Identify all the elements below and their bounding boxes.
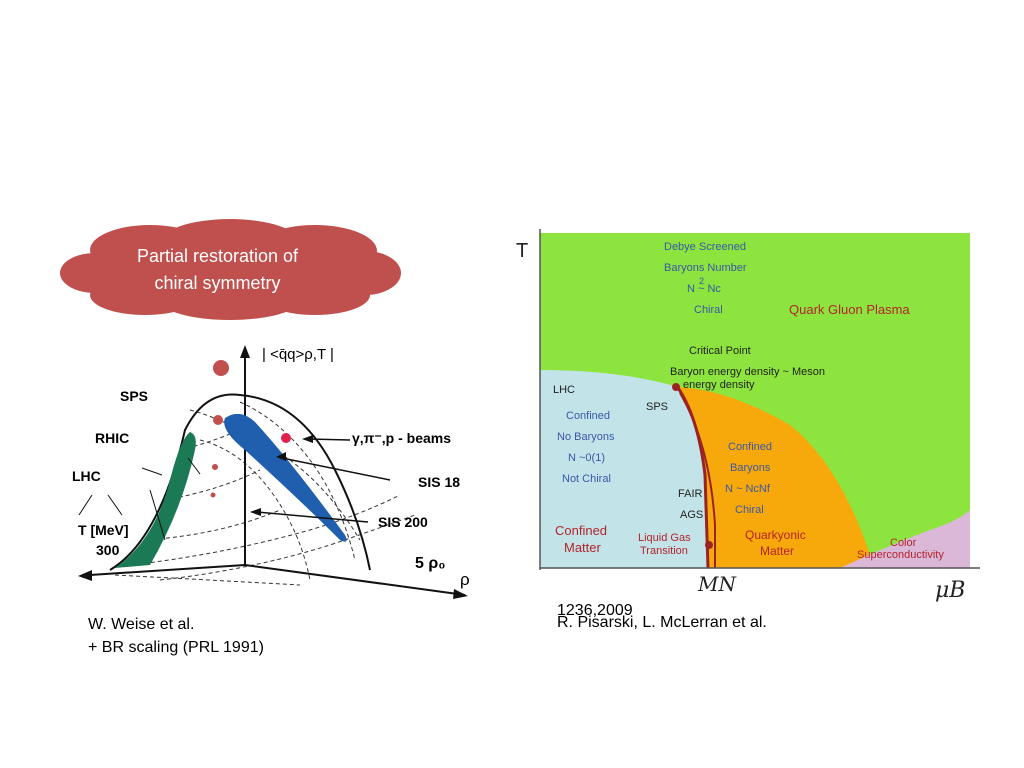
- qgp-line-1: Debye Screened: [664, 241, 746, 253]
- green-band: [115, 432, 196, 568]
- quarkyonic-matter-line-1: Quarkyonic: [745, 528, 806, 542]
- qgp-line-4: Chiral: [694, 304, 723, 316]
- quarkyonic-region: [678, 387, 870, 568]
- phase-boundary-curve-2: [679, 392, 716, 568]
- qgp-exponent: 2: [699, 276, 705, 286]
- qcd-phase-diagram: [539, 229, 980, 570]
- left-caption-line-2: + BR scaling (PRL 1991): [88, 639, 264, 656]
- confined-line-4: Not Chiral: [562, 473, 611, 485]
- baryon-energy-line-2: energy density: [683, 379, 755, 391]
- label-rho0: 5 ρ₀: [415, 555, 446, 572]
- critical-point-dot: [672, 383, 680, 391]
- confined-matter-line-1: Confined: [555, 523, 608, 538]
- color-sc-line-1: Color: [890, 537, 917, 549]
- label-t-value: 300: [96, 542, 120, 558]
- confined-region: [540, 370, 708, 568]
- quarkyonic-line-2: Baryons: [730, 462, 771, 474]
- cloud-shape: [60, 219, 401, 320]
- liquid-gas-line-2: Transition: [640, 545, 688, 557]
- color-sc-line-2: Superconductivity: [857, 549, 944, 561]
- color-sc-region: [840, 510, 970, 568]
- liquid-gas-line-1: Liquid Gas: [638, 532, 691, 544]
- lhc-label: LHC: [553, 384, 576, 396]
- qgp-line-3: N ~ Nc: [687, 283, 721, 295]
- confined-line-1: Confined: [566, 410, 611, 422]
- left-caption-line-1: W. Weise et al.: [88, 616, 195, 633]
- qgp-label: Quark Gluon Plasma: [789, 302, 910, 317]
- liquid-gas-dot: [705, 541, 713, 549]
- label-beams: γ,π⁻,p - beams: [352, 430, 452, 446]
- label-lhc: LHC: [72, 468, 101, 484]
- ags-label: AGS: [680, 509, 704, 521]
- left-caption: W. Weise et al. + BR scaling (PRL 1991): [88, 613, 264, 659]
- cloud-line-2: chiral symmetry: [154, 273, 281, 293]
- axis-mn-label: MN: [698, 572, 736, 596]
- axis-t-label: T: [516, 240, 529, 262]
- baryon-energy-line-1: Baryon energy density ~ Meson: [670, 366, 826, 378]
- label-sis200: SIS 200: [378, 514, 428, 530]
- label-rhic: RHIC: [95, 430, 130, 446]
- cloud-line-1: Partial restoration of: [136, 246, 299, 266]
- blue-band: [224, 413, 347, 542]
- qgp-line-2: Baryons Number: [664, 262, 747, 274]
- sps-label: SPS: [646, 401, 669, 413]
- critical-point-label: Critical Point: [689, 345, 751, 357]
- label-t-axis: T [MeV]: [78, 522, 129, 538]
- quarkyonic-line-3: N ~ NcNf: [725, 483, 770, 495]
- quarkyonic-line-4: Chiral: [735, 504, 764, 516]
- confined-matter-line-2: Matter: [564, 540, 601, 555]
- confined-line-2: No Baryons: [557, 431, 615, 443]
- chiral-condensate-diagram: [78, 345, 468, 599]
- condensate-axis-label: | <q̄q>ρ,T |: [262, 346, 334, 363]
- label-rho: ρ: [460, 570, 470, 589]
- quarkyonic-matter-line-2: Matter: [760, 544, 795, 558]
- quarkyonic-line-1: Confined: [728, 441, 773, 453]
- fair-label: FAIR: [678, 488, 703, 500]
- right-caption: R. Pisarski, L. McLerran et al.: [557, 614, 767, 631]
- condensate-surface-edge: [109, 393, 371, 571]
- confined-line-3: N ~0(1): [568, 452, 605, 464]
- label-sis18: SIS 18: [418, 474, 461, 490]
- axis-mub-label: μB: [935, 578, 966, 603]
- cloud-text: Partial restoration of chiral symmetry: [100, 243, 335, 297]
- label-sps: SPS: [120, 388, 149, 404]
- date-label: 1236,2009: [557, 602, 633, 619]
